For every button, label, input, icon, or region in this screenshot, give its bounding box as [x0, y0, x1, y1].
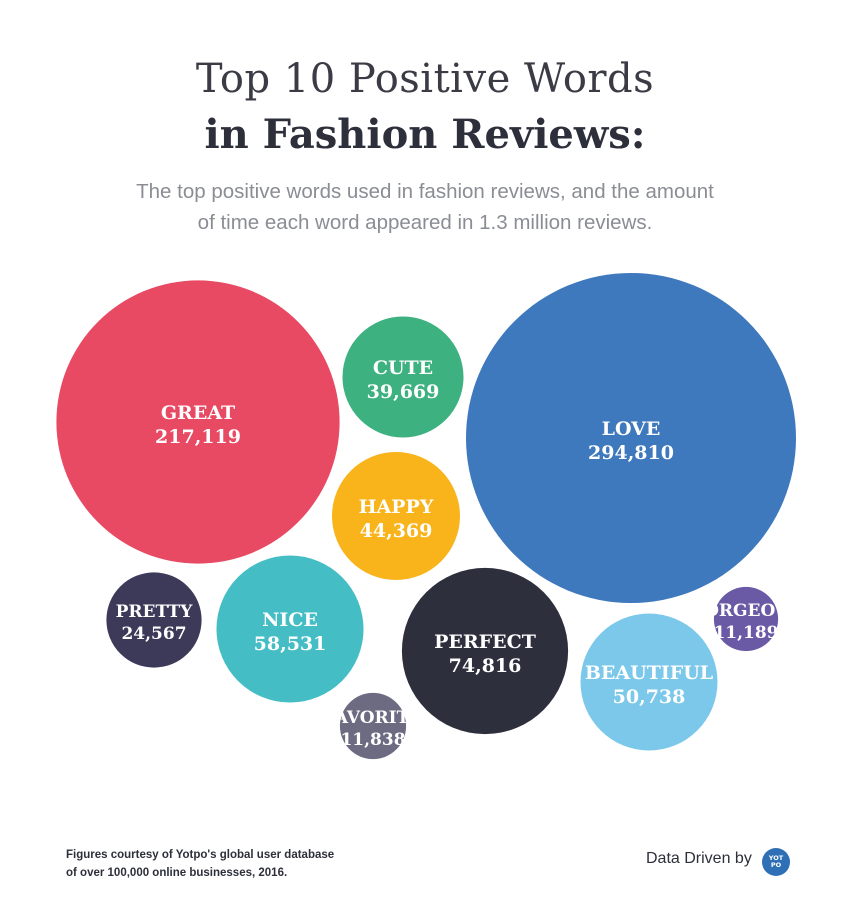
- bubble-word-beautiful: BEAUTIFUL: [585, 662, 713, 684]
- bubble-value-gorgeous: 11,189: [713, 623, 778, 643]
- bubble-value-love: 294,810: [588, 442, 674, 464]
- bubble-circle-happy: [332, 452, 460, 580]
- source-footnote: Figures courtesy of Yotpo's global user …: [66, 846, 386, 882]
- bubble-circle-love: [466, 273, 796, 603]
- bubble-circle-beautiful: [580, 613, 718, 751]
- bubble-word-love: LOVE: [602, 418, 661, 440]
- chart-title-line1: Top 10 Positive Words: [195, 56, 655, 102]
- bubble-circle-cute: [342, 316, 464, 438]
- bubble-circle-great: [56, 280, 340, 564]
- bubble-value-happy: 44,369: [360, 520, 433, 542]
- bubble-word-nice: NICE: [262, 609, 318, 631]
- bubble-word-happy: HAPPY: [359, 496, 434, 518]
- bubble-value-beautiful: 50,738: [613, 686, 686, 708]
- footnote-line-2: of over 100,000 online businesses, 2016.: [66, 867, 288, 879]
- bubble-circle-nice: [216, 555, 364, 703]
- bubble-value-favorite: 11,838: [340, 730, 405, 750]
- bubble-circle-pretty: [106, 572, 202, 668]
- bubble-value-nice: 58,531: [254, 633, 327, 655]
- bubble-value-great: 217,119: [155, 426, 241, 448]
- yotpo-logo-icon: YOT PO: [762, 848, 790, 876]
- footnote-line-1: Figures courtesy of Yotpo's global user …: [66, 849, 335, 861]
- chart-subtitle: The top positive words used in fashion r…: [136, 180, 714, 234]
- bubble-value-cute: 39,669: [367, 381, 440, 403]
- bubble-value-pretty: 24,567: [121, 624, 186, 644]
- data-driven-credit: Data Driven by: [646, 850, 752, 867]
- bubble-word-perfect: PERFECT: [434, 631, 536, 653]
- bubble-circle-favorite: [339, 692, 407, 760]
- bubble-circle-perfect: [401, 567, 569, 735]
- chart-title-line2: in Fashion Reviews:: [204, 111, 646, 158]
- bubble-word-great: GREAT: [161, 402, 235, 424]
- bubble-word-gorgeous: GORGEOUS: [690, 601, 803, 621]
- bubble-circle-gorgeous: [713, 586, 779, 652]
- bubble-word-favorite: FAVORITE: [324, 708, 422, 728]
- bubble-value-perfect: 74,816: [449, 655, 522, 677]
- bubble-word-pretty: PRETTY: [116, 602, 194, 622]
- bubble-word-cute: CUTE: [373, 357, 433, 379]
